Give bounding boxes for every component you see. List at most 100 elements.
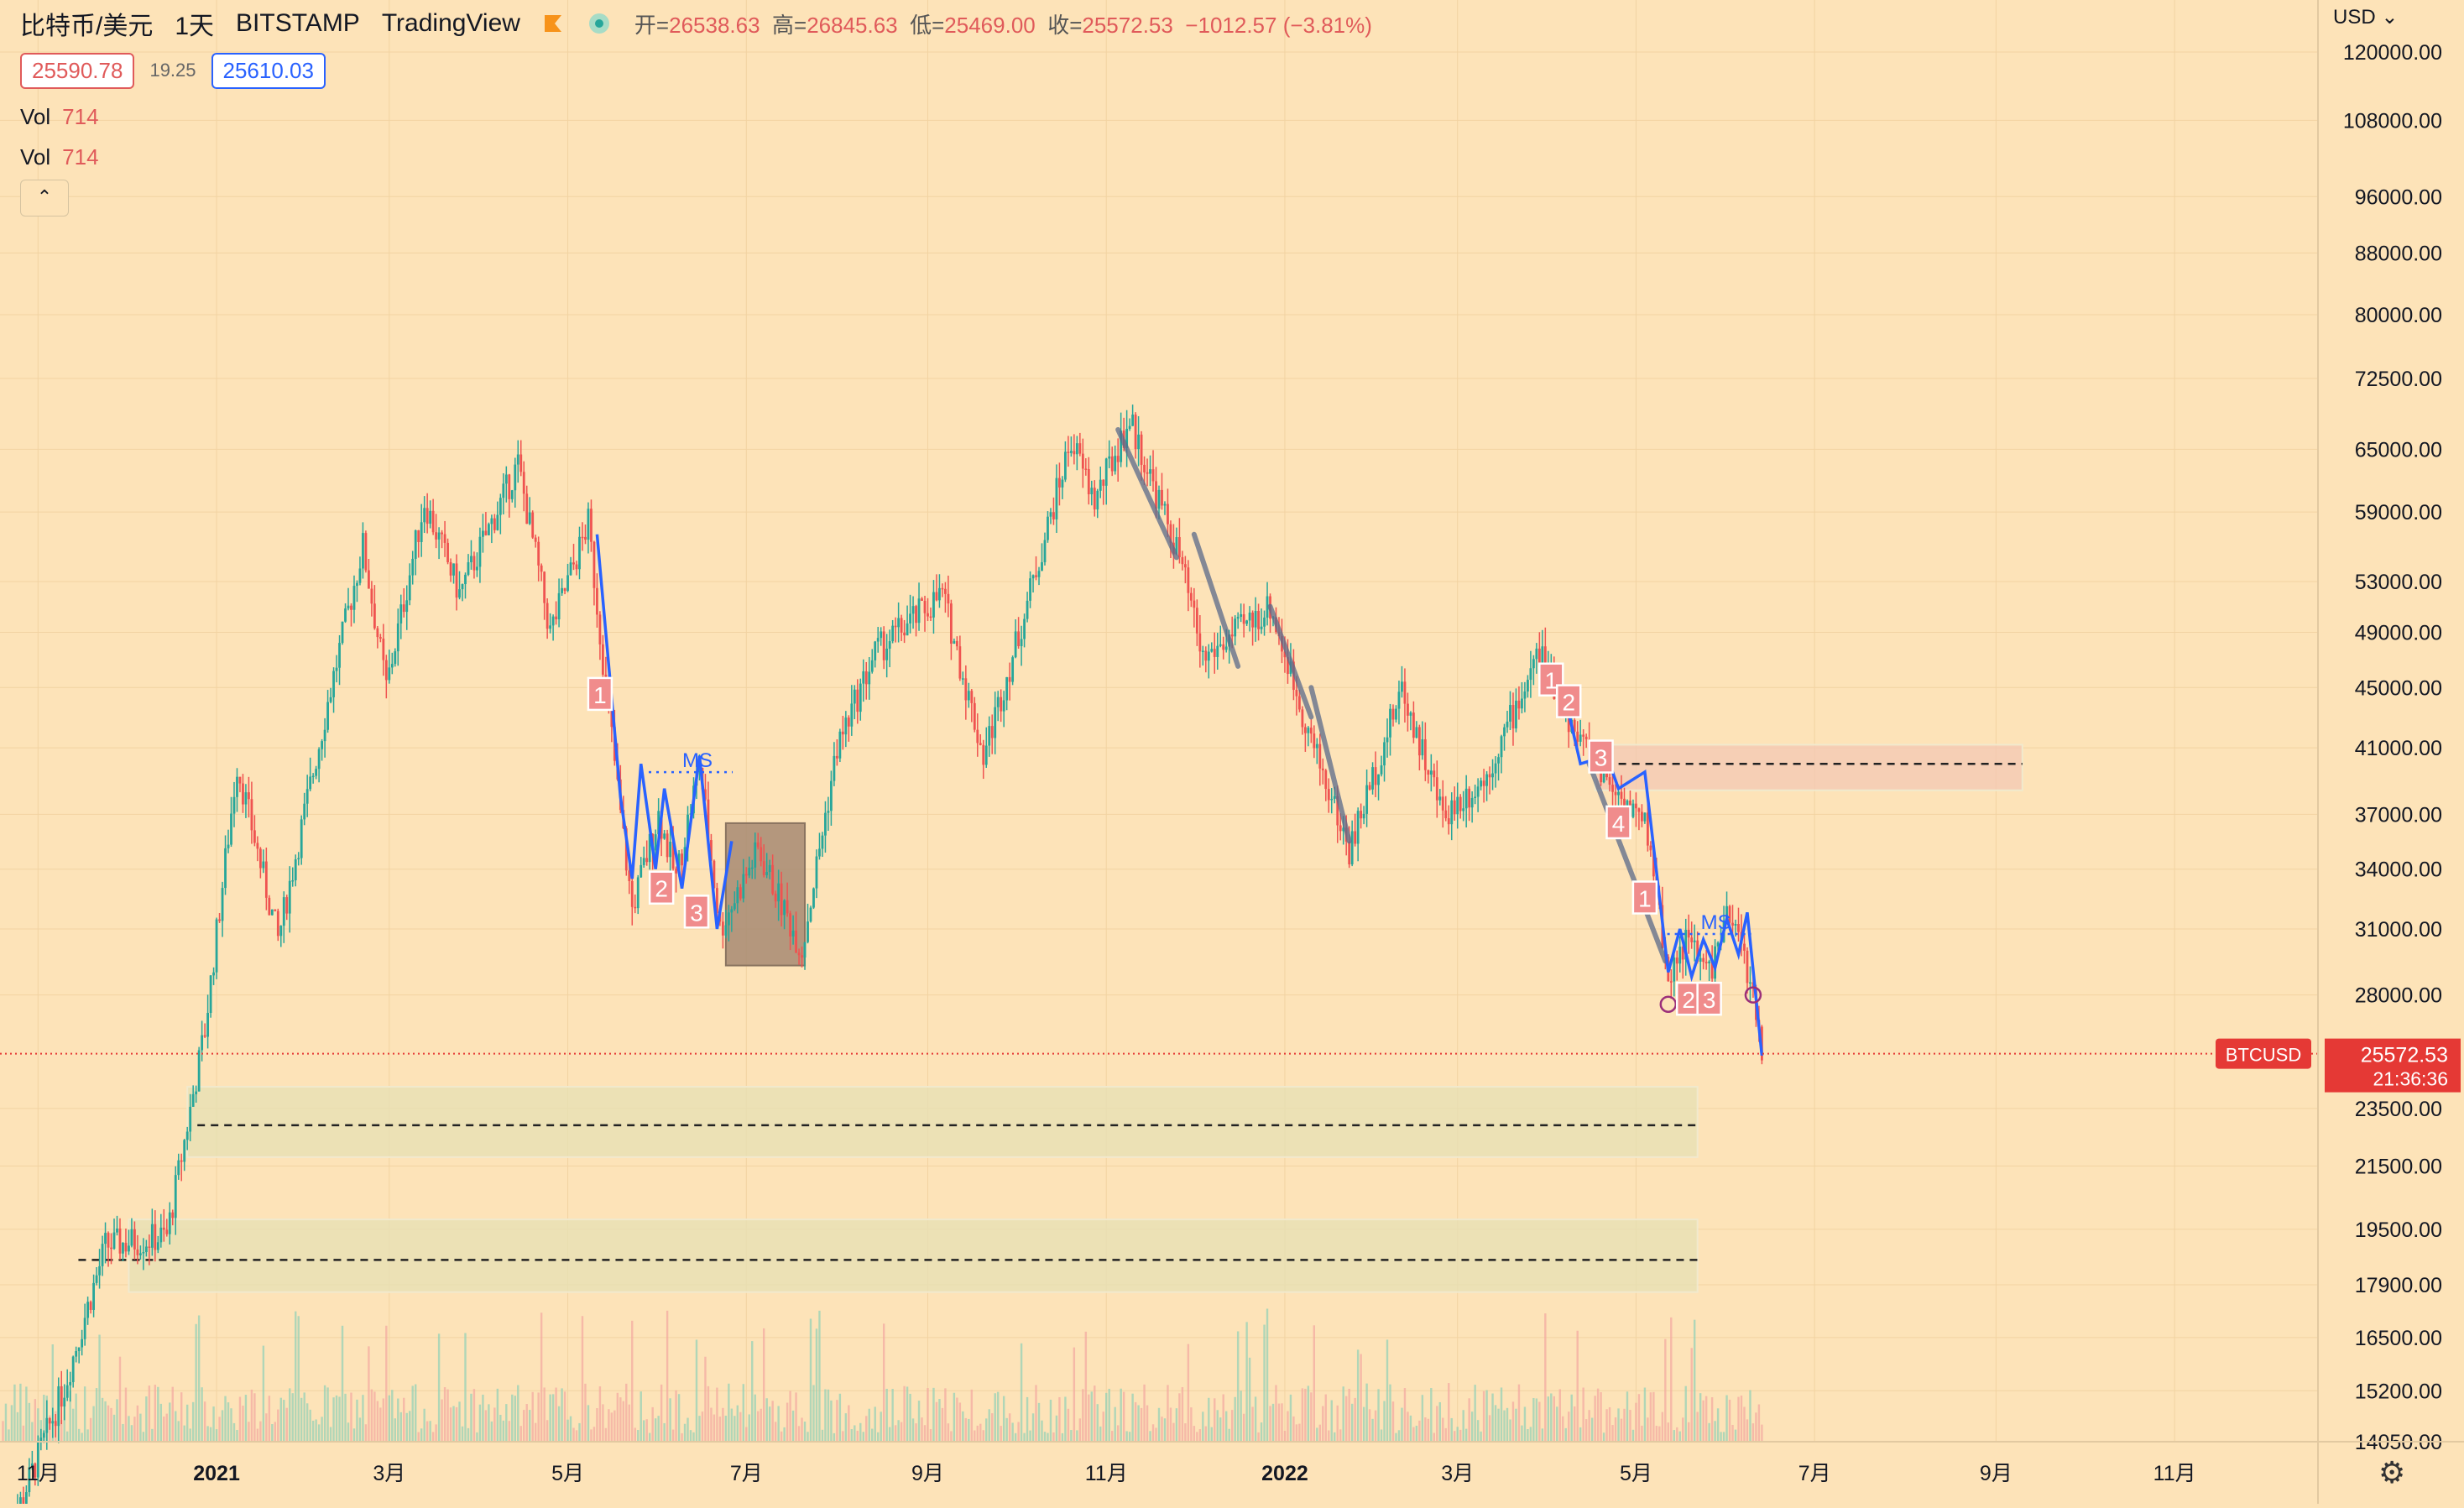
volume-bar bbox=[435, 1424, 437, 1442]
volume-bar bbox=[669, 1398, 671, 1442]
volume-bar bbox=[730, 1408, 733, 1442]
volume-bar bbox=[974, 1430, 976, 1442]
symbol-title[interactable]: 比特币/美元 bbox=[20, 13, 154, 40]
volume-bar bbox=[838, 1393, 842, 1442]
volume-bar bbox=[420, 1428, 423, 1442]
volume-bar bbox=[1105, 1392, 1108, 1442]
candle-body bbox=[402, 604, 405, 613]
open-value: 26538.63 bbox=[669, 12, 760, 38]
volume-bar bbox=[842, 1431, 844, 1442]
candle-body bbox=[321, 741, 324, 749]
volume-bar bbox=[37, 1408, 39, 1442]
candle-body bbox=[291, 879, 295, 882]
volume-bar bbox=[862, 1432, 864, 1442]
low-value: 25469.00 bbox=[944, 12, 1036, 38]
volume-bar bbox=[1342, 1386, 1344, 1442]
candle-body bbox=[850, 703, 854, 727]
volume-bar bbox=[865, 1416, 868, 1442]
volume-bar bbox=[765, 1398, 768, 1442]
candle-body bbox=[1617, 791, 1620, 796]
candle-body bbox=[686, 814, 689, 848]
candle-body bbox=[671, 841, 675, 869]
candle-body bbox=[935, 592, 938, 601]
candle-body bbox=[116, 1228, 118, 1233]
trend-line-gray bbox=[1308, 685, 1352, 844]
candle-body bbox=[1485, 774, 1488, 786]
candle-body bbox=[624, 828, 628, 871]
candle-body bbox=[1043, 540, 1047, 562]
volume-bar bbox=[1295, 1424, 1298, 1442]
candle-body bbox=[575, 564, 578, 570]
volume-bar bbox=[1377, 1389, 1380, 1442]
candle-body bbox=[362, 533, 364, 569]
volume-bar bbox=[315, 1419, 317, 1442]
volume-bar bbox=[139, 1413, 142, 1442]
volume-bar bbox=[116, 1399, 118, 1442]
volume-bar bbox=[476, 1432, 478, 1442]
volume-bar bbox=[437, 1333, 441, 1442]
volume-indicator-row[interactable]: Vol 714 bbox=[20, 104, 99, 130]
volume-bar bbox=[927, 1388, 929, 1442]
collapse-legend-button[interactable]: ⌃ bbox=[20, 180, 69, 217]
volume-bar bbox=[22, 1425, 25, 1442]
exchange-label: BITSTAMP bbox=[236, 9, 360, 37]
candle-body bbox=[911, 606, 915, 614]
volume-bar bbox=[844, 1413, 848, 1442]
candle-body bbox=[1096, 490, 1099, 510]
volume-bar bbox=[203, 1401, 206, 1442]
volume-bar bbox=[645, 1419, 648, 1442]
volume-bar bbox=[291, 1393, 294, 1442]
volume-bar bbox=[1641, 1425, 1643, 1442]
candle-body bbox=[274, 909, 277, 911]
volume-bar bbox=[1617, 1408, 1620, 1442]
candle-body bbox=[467, 562, 470, 575]
interval-label[interactable]: 1天 bbox=[175, 13, 215, 40]
sell-button[interactable]: 25590.78 bbox=[20, 52, 135, 89]
candle-body bbox=[279, 926, 283, 937]
candle-body bbox=[1731, 922, 1734, 926]
volume-bar bbox=[991, 1413, 994, 1442]
candle-body bbox=[452, 563, 455, 576]
volume-indicator-row[interactable]: Vol 714 bbox=[20, 144, 99, 170]
volume-bar bbox=[1047, 1432, 1049, 1442]
volume-bar bbox=[368, 1346, 370, 1442]
volume-bar bbox=[994, 1393, 996, 1442]
candle-body bbox=[1684, 930, 1688, 960]
volume-bar bbox=[1011, 1422, 1014, 1442]
volume-bar bbox=[493, 1407, 496, 1442]
volume-label: Vol bbox=[20, 104, 51, 129]
candle-body bbox=[636, 877, 639, 909]
volume-bar bbox=[321, 1417, 323, 1442]
candle-body bbox=[1210, 649, 1214, 652]
volume-bar bbox=[441, 1399, 443, 1442]
candle-body bbox=[1052, 512, 1055, 519]
volume-bar bbox=[689, 1430, 692, 1442]
settings-gear-icon[interactable]: ⚙ bbox=[2378, 1455, 2406, 1490]
volume-bar bbox=[1055, 1415, 1058, 1442]
volume-bar bbox=[1307, 1385, 1310, 1442]
buy-button[interactable]: 25610.03 bbox=[211, 52, 326, 89]
candle-body bbox=[1537, 648, 1541, 667]
candle-body bbox=[1146, 472, 1149, 474]
candle-body bbox=[1047, 516, 1049, 540]
candle-body bbox=[478, 536, 482, 567]
trend-line-gray bbox=[1115, 426, 1179, 561]
bar-countdown: 21:36:36 bbox=[2373, 1068, 2448, 1090]
volume-bar bbox=[874, 1406, 876, 1442]
volume-bar bbox=[224, 1396, 227, 1442]
candle-body bbox=[549, 625, 552, 629]
candle-body bbox=[250, 799, 253, 831]
candle-body bbox=[128, 1245, 130, 1252]
volume-bar bbox=[1334, 1432, 1336, 1442]
currency-selector[interactable]: USD ⌄ bbox=[2333, 5, 2398, 29]
volume-bar bbox=[1365, 1383, 1368, 1442]
candle-body bbox=[206, 1013, 210, 1037]
volume-bar bbox=[1214, 1398, 1216, 1442]
wave-number-text: 2 bbox=[1562, 690, 1575, 716]
volume-bar bbox=[941, 1407, 944, 1442]
candle-body bbox=[1377, 774, 1380, 785]
candle-body bbox=[1313, 733, 1316, 749]
volume-bar bbox=[593, 1427, 596, 1442]
